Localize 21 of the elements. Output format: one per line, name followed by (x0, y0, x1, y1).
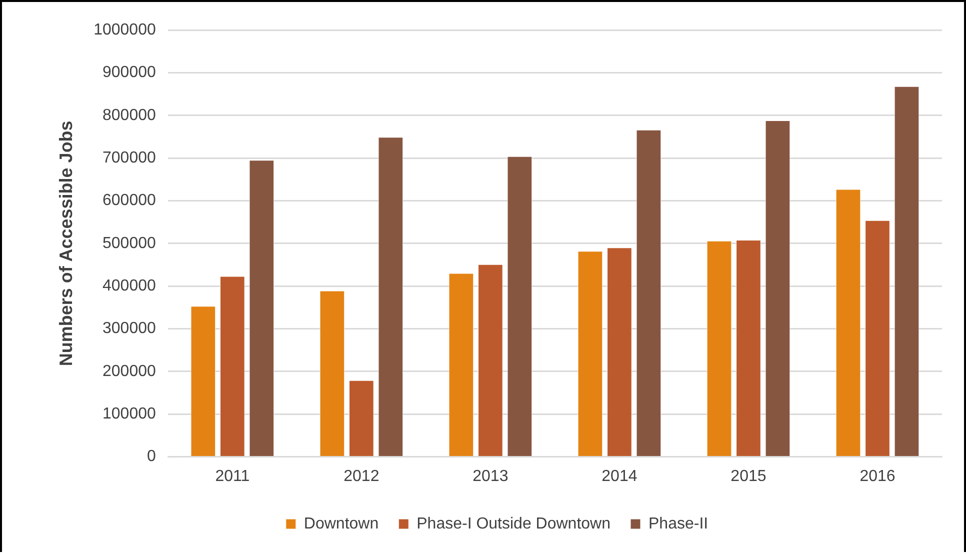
y-axis-title: Numbers of Accessible Jobs (56, 120, 76, 366)
y-tick-label: 900000 (102, 64, 156, 82)
x-tick-label: 2014 (602, 468, 638, 485)
y-tick-label: 200000 (102, 362, 156, 380)
y-tick-label: 700000 (102, 149, 156, 166)
y-tick-label: 800000 (102, 106, 156, 124)
y-tick-label: 0 (146, 448, 156, 466)
y-tick-label: 400000 (102, 277, 156, 294)
x-tick-label: 2013 (472, 468, 508, 485)
legend-label: Phase-I Outside Downtown (416, 515, 610, 532)
x-tick-label: 2016 (860, 468, 896, 485)
y-tick-label: 500000 (102, 234, 156, 252)
x-tick-label: 2011 (215, 468, 250, 485)
y-tick-label: 100000 (102, 406, 156, 423)
x-tick-label: 2012 (344, 468, 380, 485)
legend-label: Phase-II (648, 515, 708, 532)
y-tick-label: 600000 (102, 192, 156, 210)
y-tick-label: 300000 (102, 320, 156, 338)
legend-label: Downtown (304, 515, 379, 532)
x-tick-label: 2015 (730, 468, 766, 485)
y-tick-label: 1000000 (94, 21, 156, 38)
